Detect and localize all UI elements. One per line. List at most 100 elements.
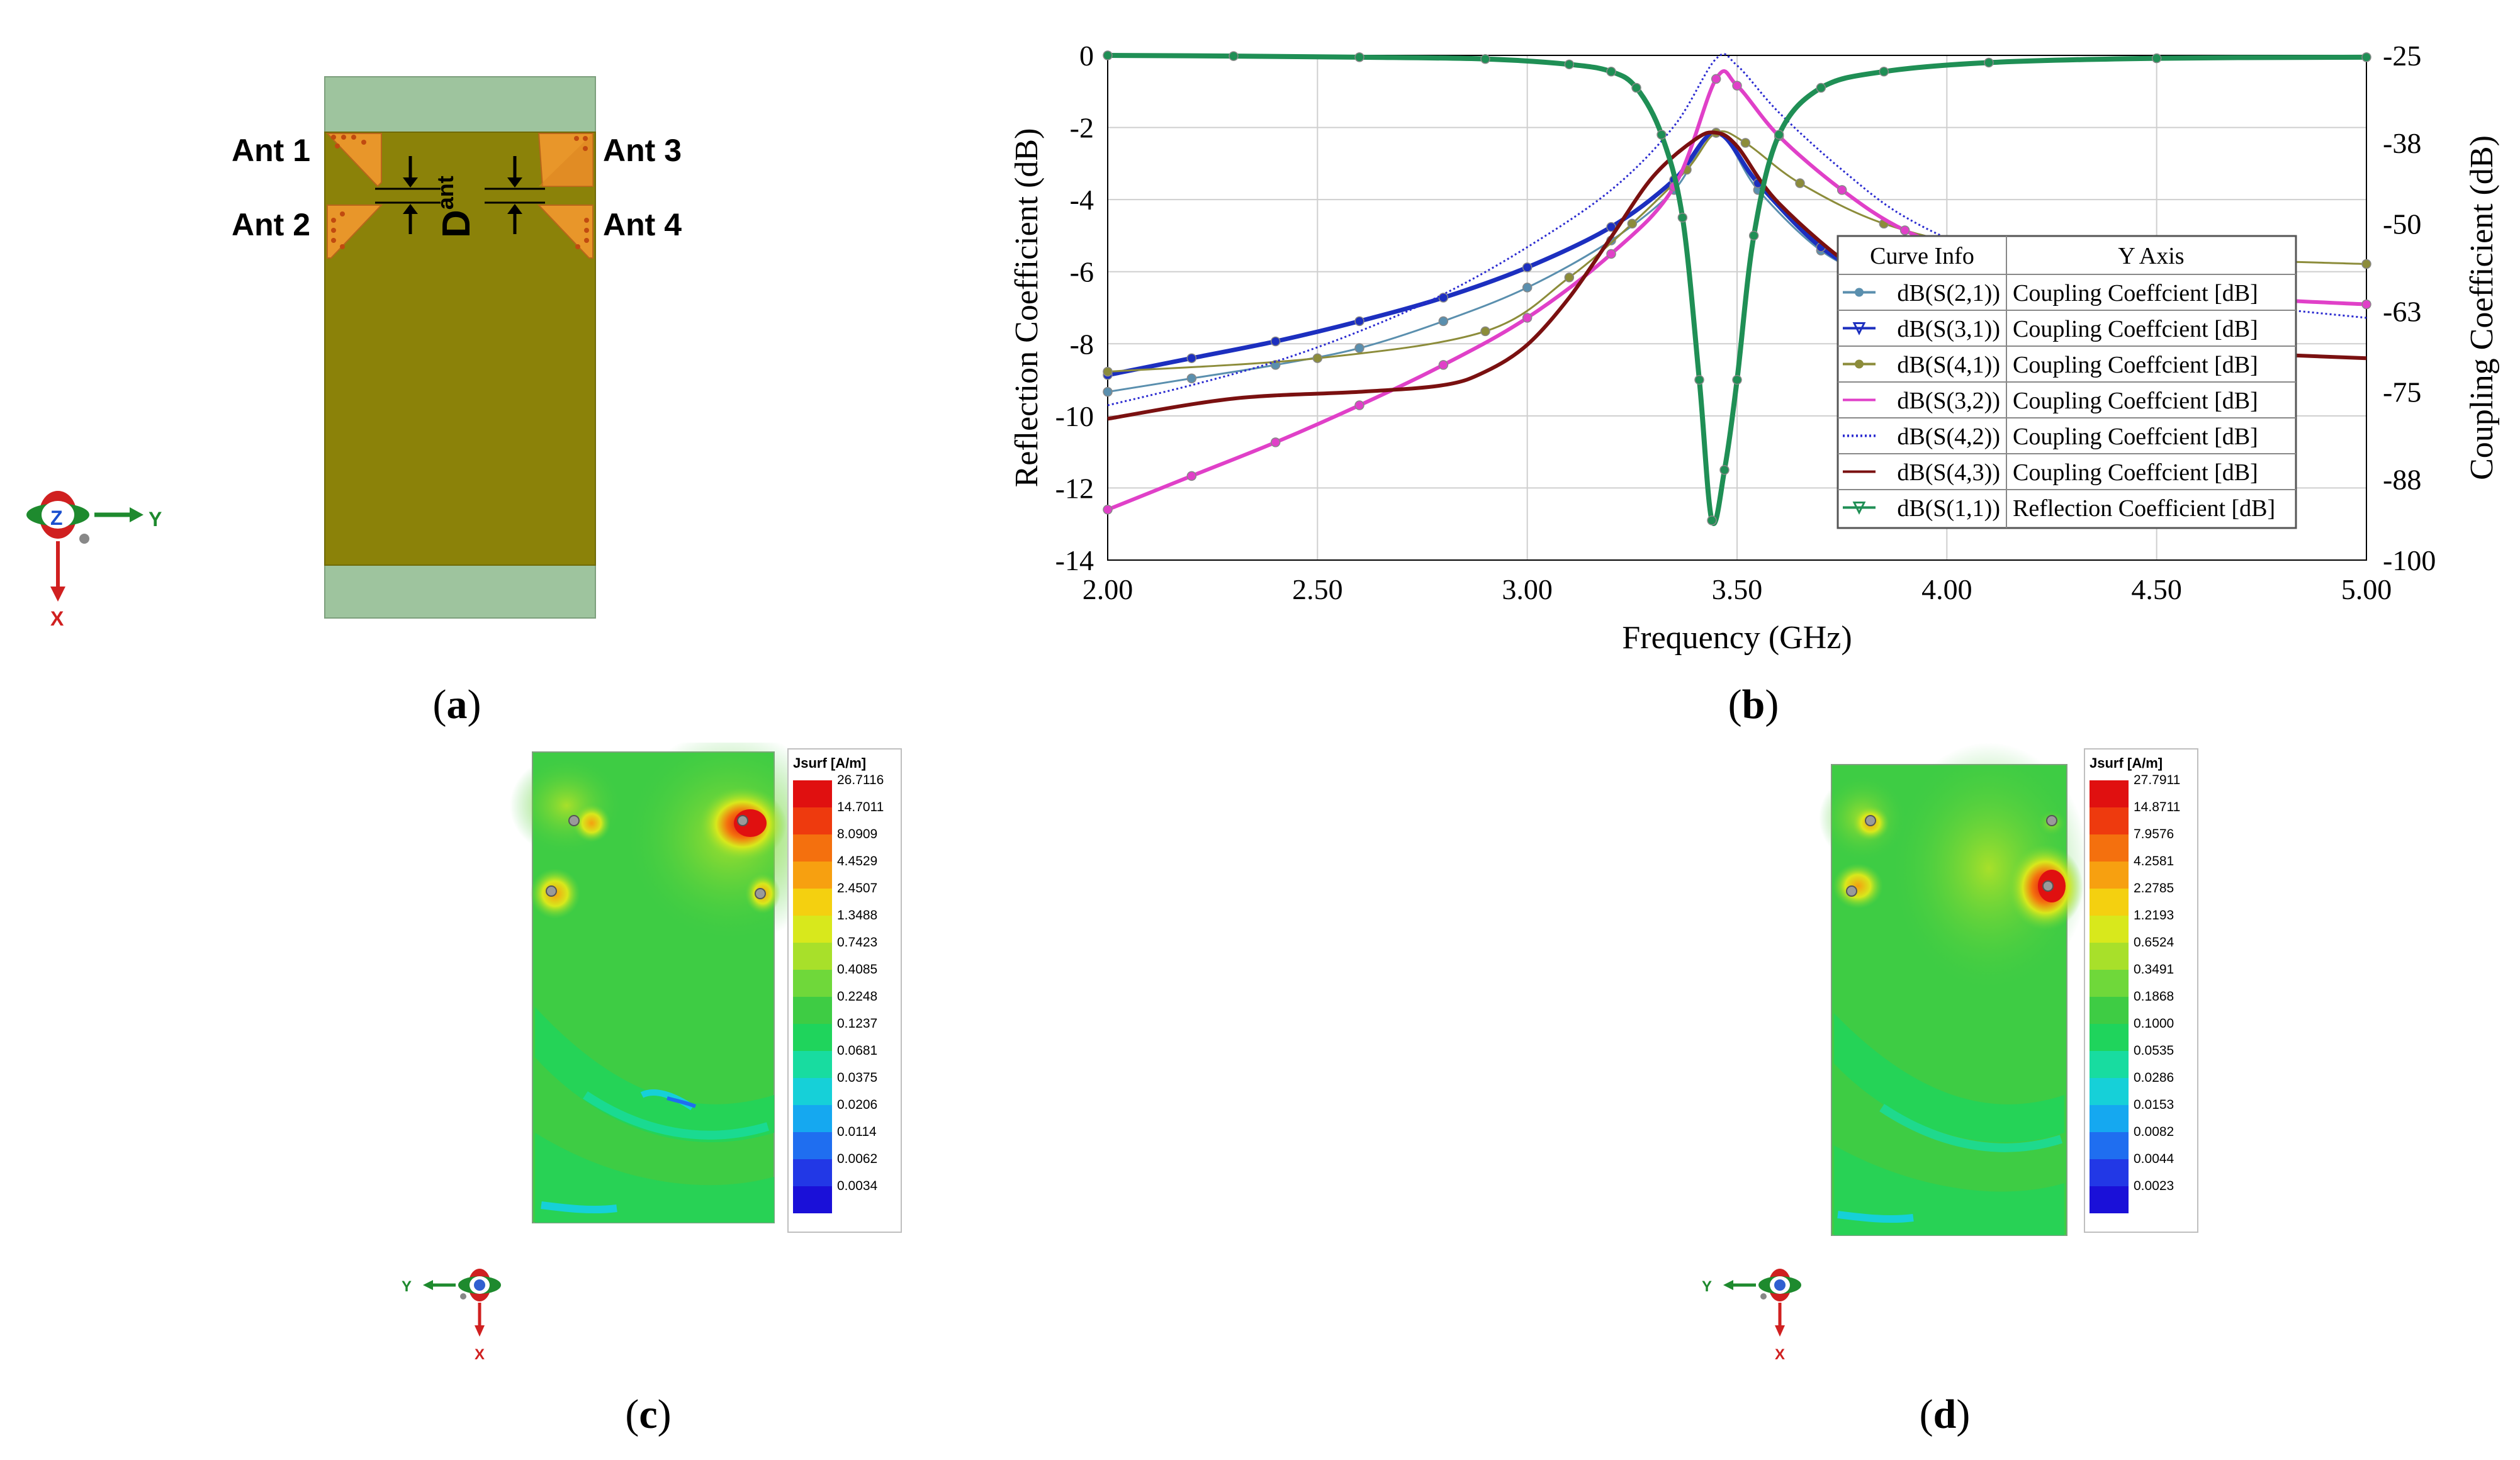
chart-ticks: 2.00 2.50 3.00 3.50 4.00 4.50 5.00 0 -2 -4 -6 -8 -10… [1055,40,2436,605]
colorbar-segment [2090,1105,2129,1132]
legend-entry-name: dB(S(4,2)) [1897,424,2000,450]
axis-triad-a: Z Y X [26,491,162,630]
series-marker [1984,57,1994,68]
colorbar-segment [793,1105,832,1132]
legend-marker [1855,359,1864,369]
x-tick-label: 5.00 [2341,573,2392,605]
colorbar-segment [2090,970,2129,997]
colorbar-segment [2090,997,2129,1024]
colorbar-segment [793,1051,832,1078]
antenna-1 [325,133,382,188]
y-left-tick-label: -6 [1070,256,1094,288]
colorbar-tick-label: 14.8711 [2134,800,2180,814]
series-line-dB(S(1,1)) [1107,53,2367,526]
colorbar-tick-label: 4.2581 [2134,854,2174,868]
colorbar-tick-label: 0.0062 [837,1152,877,1166]
svg-text:X: X [50,607,64,630]
legend-header-curve: Curve Info [1870,243,1974,269]
colorbar-tick-label: 0.0681 [837,1043,877,1058]
legend-entry-axis: Coupling Coeffcient [dB] [2013,424,2258,450]
colorbar-tick-label: 2.4507 [837,881,877,896]
colorbar-segment [2090,889,2129,916]
colorbar-segment [793,807,832,834]
series-marker [1270,336,1281,347]
series-marker [1270,437,1281,447]
colorbar-segment [2090,862,2129,889]
colorbar-segment [2090,1159,2129,1186]
colorbar-title: Jsurf [A/m] [2090,755,2163,771]
colorbar-segment [2090,1051,2129,1078]
legend-entry-axis: Coupling Coeffcient [dB] [2013,280,2258,306]
colorbar-tick-label: 2.2785 [2134,881,2174,896]
series-marker [1564,59,1575,70]
series-marker [1438,360,1449,370]
ground-extension-bottom [324,564,596,619]
legend-entry-name: dB(S(1,1)) [1897,495,2000,522]
panel-a: Dant Ant 1 Ant 2 Ant 3 Ant 4 Z Y X [26,76,682,630]
colorbar-tick-label: 0.0034 [837,1179,878,1193]
colorbar-segment [793,889,832,916]
colorbar-segment [2090,1024,2129,1051]
legend-marker [1852,502,1866,515]
ant1-label: Ant 1 [232,133,310,168]
series-marker [1677,213,1688,223]
y-right-tick-label: -38 [2383,127,2421,159]
x-axis-label: Frequency (GHz) [1622,620,1852,656]
series-marker [2361,259,2371,269]
caption-b: (b) [1728,682,1779,727]
colorbar-segment [2090,807,2129,834]
colorbar-tick-label: 0.1000 [2134,1016,2174,1031]
svg-text:Y: Y [1702,1278,1712,1295]
legend-entry-name: dB(S(3,1)) [1897,316,2000,342]
legend-entry-name: dB(S(2,1)) [1897,280,2000,306]
colorbar-tick-label: 0.0535 [2134,1043,2174,1058]
legend-header-axis: Y Axis [2118,243,2184,269]
colorbar-segment [2090,834,2129,862]
colorbar-tick-label: 0.1868 [2134,989,2174,1004]
colorbar-segment [793,1186,832,1213]
series-marker [1837,185,1847,195]
series-marker [1631,82,1641,93]
colorbar-tick-label: 1.2193 [2134,908,2174,923]
ant4-label: Ant 4 [603,207,682,242]
series-marker [1103,505,1113,515]
x-tick-label: 2.00 [1083,573,1133,605]
colorbar-segment [2090,1186,2129,1213]
colorbar-tick-label: 14.7011 [837,800,884,814]
series-marker [1627,218,1638,229]
x-tick-label: 4.50 [2131,573,2182,605]
y-right-tick-label: -100 [2383,544,2436,576]
colorbar-tick-label: 0.7423 [837,935,877,950]
y-right-tick-label: -50 [2383,208,2421,240]
series-marker [1480,326,1490,337]
panel-c: Jsurf [A/m] 26.7116 14.7011 8.0909 4.4529 2.4… [402,743,902,1363]
series-marker [2361,299,2371,310]
series-marker [1438,293,1449,303]
series-marker [1748,230,1759,241]
colorbar-segment [2090,916,2129,943]
series-marker [1740,138,1751,148]
x-tick-label: 4.00 [1921,573,1972,605]
series-marker [1312,353,1323,363]
y-left-tick-label: -4 [1070,184,1094,216]
series-marker [1103,366,1113,377]
axis-triad-c: Y X [402,1269,501,1363]
colorbar-segment [793,1078,832,1105]
legend-entry-axis: Coupling Coeffcient [dB] [2013,352,2258,378]
colorbar-c: Jsurf [A/m] 26.7116 14.7011 8.0909 4.4529 2.4… [787,748,902,1233]
current-map-c [510,743,837,1223]
colorbar-segment [793,970,832,997]
panel-d: Jsurf [A/m] 27.7911 14.8711 7.9576 4.2581 2.2… [1702,743,2198,1363]
colorbar-segment [793,943,832,970]
colorbar-segment [793,834,832,862]
ant2-label: Ant 2 [232,207,310,242]
series-marker [1522,262,1533,272]
legend-entry-name: dB(S(3,2)) [1897,388,2000,414]
colorbar-tick-label: 7.9576 [2134,827,2174,841]
series-marker [1354,52,1364,62]
colorbar-tick-label: 8.0909 [837,827,877,841]
x-tick-label: 3.00 [1502,573,1553,605]
series-marker [1229,51,1239,61]
series-marker [1522,283,1533,293]
panel-b-chart: 2.00 2.50 3.00 3.50 4.00 4.50 5.00 0 -2 -4 -6 -8 -10… [1009,40,2500,656]
